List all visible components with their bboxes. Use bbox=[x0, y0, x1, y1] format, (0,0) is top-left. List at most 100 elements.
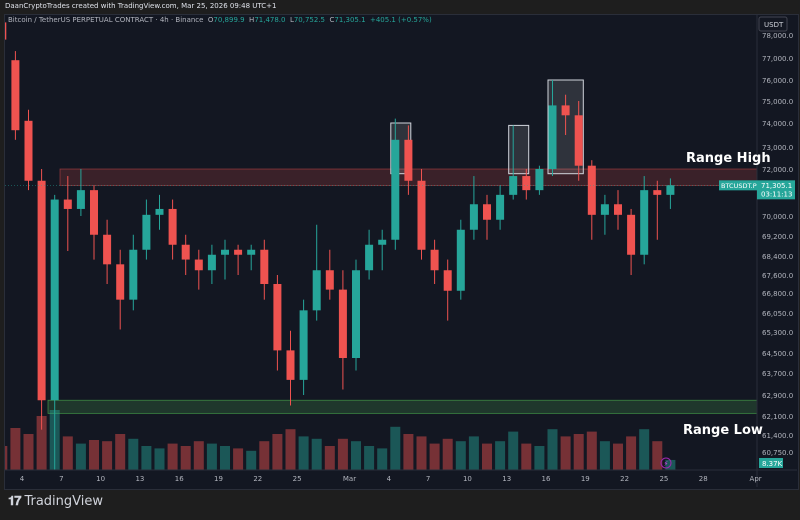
lightning-icon[interactable] bbox=[660, 457, 672, 469]
volume-bar bbox=[233, 448, 244, 470]
chart-credit: DaanCryptoTrades created with TradingVie… bbox=[0, 0, 800, 13]
candle-body bbox=[63, 199, 72, 209]
close-label: C bbox=[329, 16, 335, 24]
volume-bar bbox=[324, 446, 335, 470]
candle-body bbox=[456, 229, 465, 291]
candle-body bbox=[587, 165, 596, 215]
volume-label: 8.37K bbox=[762, 460, 783, 468]
volume-bar bbox=[220, 446, 230, 470]
price-tick-label: 63,700.0 bbox=[762, 370, 793, 378]
candle-body bbox=[24, 120, 33, 181]
tradingview-logo-icon: 𝟏𝟕 bbox=[8, 494, 22, 509]
price-tick-label: 70,000.0 bbox=[762, 213, 793, 221]
volume-bar bbox=[193, 441, 204, 470]
candle-body bbox=[404, 139, 413, 181]
candle-body bbox=[522, 176, 531, 191]
volume-bar bbox=[141, 446, 152, 470]
close-value: 71,305.1 bbox=[334, 16, 366, 24]
price-tick-label: 72,000.0 bbox=[762, 166, 793, 174]
change-value: +405.1 (+0.57%) bbox=[369, 16, 432, 24]
price-tick-label: 60,750.0 bbox=[762, 449, 793, 457]
symbol-legend: Bitcoin / TetherUS PERPETUAL CONTRACT · … bbox=[8, 16, 432, 24]
time-tick-label: 13 bbox=[502, 475, 511, 483]
candle-body bbox=[103, 234, 112, 265]
volume-bar bbox=[154, 448, 165, 470]
time-tick-label: 19 bbox=[581, 475, 590, 483]
candle-body bbox=[496, 194, 505, 220]
candle-body bbox=[90, 190, 98, 235]
candle-body bbox=[561, 105, 570, 116]
volume-bar bbox=[599, 441, 610, 470]
price-tick-label: 65,300.0 bbox=[762, 329, 793, 337]
price-tick-label: 67,600.0 bbox=[762, 272, 793, 280]
time-tick-label: 4 bbox=[20, 475, 25, 483]
candle-body bbox=[325, 270, 334, 290]
volume-bar bbox=[337, 438, 348, 470]
candle-body bbox=[129, 249, 138, 300]
candle-body bbox=[155, 208, 164, 215]
volume-bar bbox=[534, 446, 545, 470]
countdown-label: 03:11:13 bbox=[761, 190, 792, 198]
candle-body bbox=[653, 190, 662, 195]
candle-body bbox=[207, 254, 216, 271]
volume-bar bbox=[521, 443, 532, 470]
volume-bar bbox=[298, 436, 309, 470]
volume-bar bbox=[377, 448, 388, 470]
volume-bar bbox=[246, 450, 257, 470]
high-value: 71,478.0 bbox=[254, 16, 286, 24]
candle-body bbox=[640, 190, 649, 255]
range-low-zone bbox=[47, 399, 757, 414]
price-tick-label: 66,050.0 bbox=[762, 310, 793, 318]
candle-body bbox=[11, 60, 20, 131]
low-label: L bbox=[289, 16, 294, 24]
volume-bar bbox=[115, 434, 126, 470]
time-tick-label: 10 bbox=[96, 475, 105, 483]
currency-label: USDT bbox=[764, 21, 784, 29]
time-tick-label: Mar bbox=[343, 475, 356, 483]
candle-body bbox=[378, 239, 387, 245]
candle-body bbox=[483, 204, 491, 220]
currency-button[interactable] bbox=[758, 16, 788, 32]
candle-body bbox=[37, 180, 46, 401]
lightning-glyph: ⚡ bbox=[664, 460, 669, 468]
volume-bar bbox=[62, 436, 73, 470]
candle-body bbox=[260, 249, 269, 284]
price-tick-label: 68,400.0 bbox=[762, 253, 793, 261]
volume-bar bbox=[442, 438, 453, 470]
volume-bar bbox=[573, 434, 584, 470]
price-tick-label: 61,400.0 bbox=[762, 432, 793, 440]
candle-body bbox=[352, 270, 360, 358]
candle-body bbox=[509, 176, 518, 195]
symbol-tag: BTCUSDT.P bbox=[721, 182, 757, 190]
price-chart[interactable]: 78,000.0 77,000.0 76,000.0 75,000.0 74,000.0… bbox=[0, 0, 800, 490]
candle-body bbox=[312, 270, 321, 311]
candle-body bbox=[5, 22, 7, 40]
volume-bar bbox=[495, 441, 506, 470]
candle-body bbox=[391, 139, 400, 240]
volume-bar bbox=[272, 434, 283, 470]
volume-bar bbox=[613, 443, 623, 470]
volume-bar bbox=[429, 443, 440, 470]
volume-bar bbox=[390, 426, 401, 470]
high-label: H bbox=[249, 16, 255, 24]
candle-body bbox=[469, 204, 478, 230]
candle-body bbox=[430, 249, 439, 271]
price-tick-label: 75,000.0 bbox=[762, 98, 793, 106]
volume-bar bbox=[364, 446, 375, 470]
time-tick-label: 22 bbox=[253, 475, 262, 483]
volume-bar bbox=[560, 436, 571, 470]
time-tick-label: 10 bbox=[463, 475, 472, 483]
volume-bar bbox=[285, 429, 296, 470]
volume-bar bbox=[102, 441, 113, 470]
time-tick-label: 28 bbox=[699, 475, 708, 483]
price-tick-label: 62,900.0 bbox=[762, 392, 793, 400]
candle-body bbox=[666, 185, 675, 195]
volume-bar bbox=[639, 429, 650, 470]
candle-body bbox=[600, 204, 609, 215]
time-tick-label: 16 bbox=[542, 475, 551, 483]
candle-body bbox=[116, 264, 125, 300]
price-tick-label: 73,000.0 bbox=[762, 144, 793, 152]
price-tick-label: 69,200.0 bbox=[762, 233, 793, 241]
time-tick-label: 25 bbox=[659, 475, 668, 483]
volume-bar bbox=[547, 429, 558, 470]
